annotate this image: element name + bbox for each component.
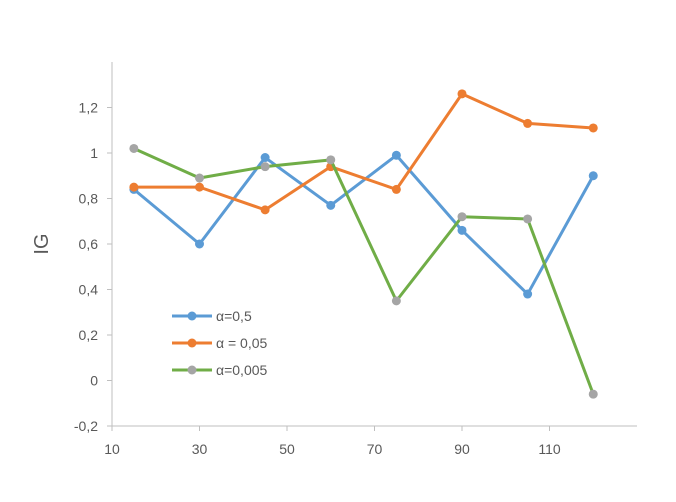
y-tick-label: 0,8 <box>79 191 99 207</box>
legend-marker <box>188 312 197 321</box>
data-point <box>195 183 204 192</box>
x-tick-label: 70 <box>367 441 383 457</box>
data-point <box>261 205 270 214</box>
series-group <box>129 89 597 214</box>
legend-label: α=0,5 <box>216 308 252 324</box>
data-point <box>458 89 467 98</box>
y-axis-label: IG <box>31 233 53 254</box>
series-layer <box>129 89 597 398</box>
y-tick-label: 0,6 <box>79 236 99 252</box>
legend-label: α = 0,05 <box>216 335 268 351</box>
data-point <box>589 123 598 132</box>
legend-item: α = 0,05 <box>172 335 268 351</box>
axes: -0,2 0 0,2 0,4 0,6 0,8 1 1,2 10 30 50 70 90 110 <box>74 62 637 457</box>
legend-marker <box>188 366 197 375</box>
x-tick-label: 90 <box>454 441 470 457</box>
data-point <box>326 155 335 164</box>
y-tick-label: 0,4 <box>79 282 99 298</box>
y-tick-label: 1 <box>90 145 98 161</box>
series-group <box>129 151 597 299</box>
data-point <box>523 119 532 128</box>
data-point <box>261 153 270 162</box>
y-tick-label: 0 <box>90 373 98 389</box>
legend-label: α=0,005 <box>216 362 268 378</box>
y-tick-label: -0,2 <box>74 418 98 434</box>
legend-item: α=0,5 <box>172 308 252 324</box>
data-point <box>195 174 204 183</box>
y-tick-label: 1,2 <box>79 100 99 116</box>
data-point <box>129 144 138 153</box>
x-tick-label: 30 <box>192 441 208 457</box>
data-point <box>458 226 467 235</box>
data-point <box>589 171 598 180</box>
data-point <box>261 162 270 171</box>
data-point <box>392 185 401 194</box>
y-axis-label-group: IG <box>31 233 53 254</box>
legend-marker <box>188 339 197 348</box>
data-point <box>129 183 138 192</box>
data-point <box>523 290 532 299</box>
x-tick-label: 50 <box>279 441 295 457</box>
series-line <box>134 94 593 210</box>
y-tick-label: 0,2 <box>79 327 99 343</box>
legend-item: α=0,005 <box>172 362 268 378</box>
data-point <box>458 212 467 221</box>
data-point <box>523 214 532 223</box>
legend: α=0,5 α = 0,05 α=0,005 <box>172 308 268 378</box>
data-point <box>195 240 204 249</box>
data-point <box>589 390 598 399</box>
data-point <box>392 151 401 160</box>
data-point <box>392 296 401 305</box>
x-tick-label: 10 <box>104 441 120 457</box>
data-point <box>326 201 335 210</box>
x-tick-label: 110 <box>538 441 561 457</box>
